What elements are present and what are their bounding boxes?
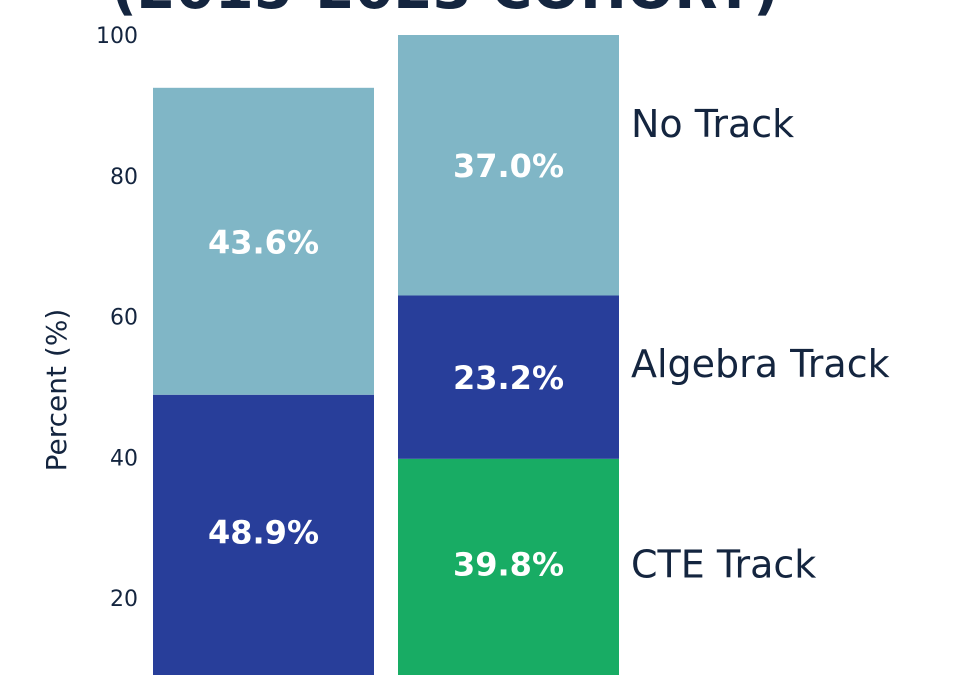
segment-value-label: 37.0% [453,147,564,185]
y-tick-label: 20 [110,587,138,612]
bar-segment [398,35,619,296]
bar-1: 48.9% 43.6% [153,87,374,675]
y-tick-label: 60 [110,306,138,331]
legend-label: No Track [631,102,794,146]
y-tick-label: 80 [110,165,138,190]
y-axis-label: Percent (%) [40,309,73,472]
bar-segment [153,87,374,395]
bar-segment [398,458,619,675]
bar-segment [398,295,619,459]
bar-segment [153,394,374,675]
bar-2: 39.8% 23.2% 37.0% [398,35,619,675]
bars: 48.9% 43.6% 39.8% 23.2% 37.0% [153,35,619,675]
y-tick-label: 100 [96,24,138,49]
legend: No Track Algebra Track CTE Track [631,102,890,587]
y-axis-ticks: 20 40 60 80 100 [96,24,138,612]
segment-value-label: 48.9% [208,514,319,552]
segment-value-label: 23.2% [453,359,564,397]
legend-label: CTE Track [631,543,816,587]
segment-value-label: 39.8% [453,546,564,584]
segment-value-label: 43.6% [208,223,319,261]
y-tick-label: 40 [110,446,138,471]
legend-label: Algebra Track [631,342,890,386]
chart-title: (2015-2023 COHORT) [111,0,779,22]
